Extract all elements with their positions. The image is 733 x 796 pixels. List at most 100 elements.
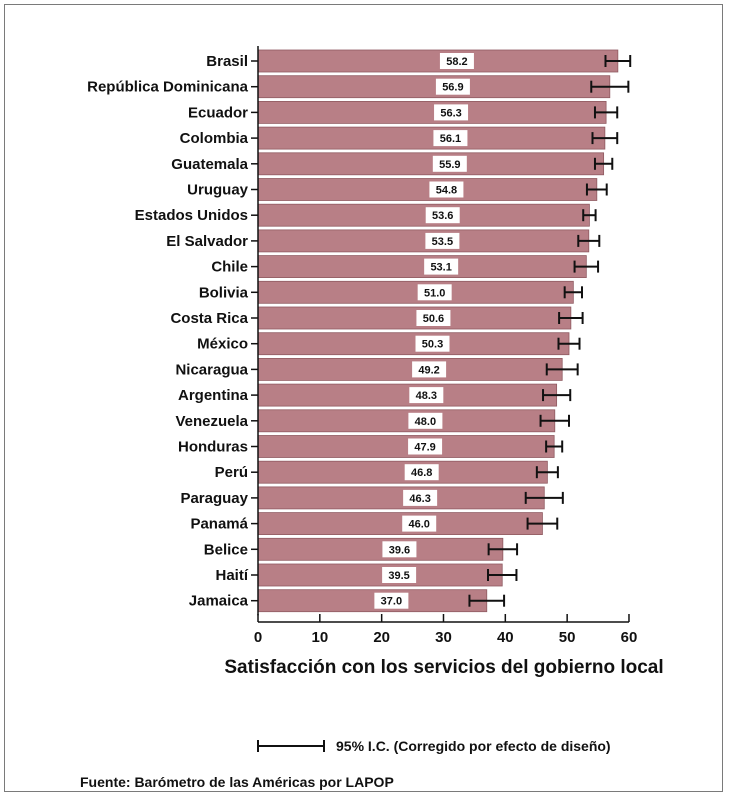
bar [257, 255, 587, 279]
x-axis-label: Satisfacción con los servicios del gobie… [224, 657, 663, 678]
bar [257, 357, 563, 381]
bar [257, 383, 558, 407]
value-label-bg [425, 207, 460, 224]
category-label: Chile [211, 259, 248, 276]
value-label-bg [409, 387, 444, 404]
legend: 95% I.C. (Corregido por efecto de diseño… [257, 738, 611, 754]
category-label: Colombia [180, 130, 249, 147]
value-label-bg [402, 515, 437, 532]
value-label: 53.1 [430, 262, 451, 274]
bar [257, 512, 543, 535]
value-label: 56.1 [440, 133, 461, 145]
category-label: Venezuela [175, 413, 248, 430]
category-label: Brasil [206, 53, 248, 70]
value-label: 53.6 [432, 210, 453, 222]
bar [257, 537, 504, 561]
value-label-bg [433, 130, 468, 147]
value-label-bg [435, 78, 470, 95]
value-label-bg [416, 310, 451, 326]
value-label: 51.0 [424, 287, 445, 299]
bar [257, 332, 570, 356]
category-label: Perú [215, 464, 248, 481]
category-label: Panamá [190, 516, 248, 533]
x-axis: Brasil República Dominicana Ecuador Colombi… [87, 46, 637, 646]
value-label: 56.9 [442, 82, 463, 94]
value-label: 58.2 [446, 56, 467, 68]
bar [257, 178, 598, 201]
bar [257, 203, 590, 227]
category-label: El Salvador [166, 233, 248, 250]
x-tick-label: 40 [497, 629, 514, 646]
category-label: Belice [204, 541, 248, 558]
value-label-bg [412, 361, 447, 378]
category-label: Guatemala [171, 156, 248, 173]
category-label: Uruguay [187, 182, 249, 199]
bar [257, 229, 590, 253]
value-label-bg [434, 104, 469, 121]
value-label: 50.3 [422, 339, 443, 351]
legend-label: 95% I.C. (Corregido por efecto de diseño… [336, 738, 611, 754]
value-label: 48.0 [415, 416, 436, 428]
value-label-bg [417, 284, 452, 301]
value-label-bg [432, 155, 467, 172]
x-tick-label: 0 [254, 629, 262, 646]
category-label: Haití [215, 567, 248, 584]
value-label: 54.8 [436, 185, 457, 197]
value-label: 39.5 [388, 570, 409, 582]
category-label: Bolivia [199, 284, 249, 301]
x-tick-label: 10 [311, 629, 328, 646]
value-label: 46.0 [408, 519, 429, 531]
bar [257, 589, 488, 613]
value-label-bg [374, 592, 409, 609]
bar [257, 409, 556, 433]
category-label: Paraguay [180, 490, 248, 507]
value-label: 50.6 [423, 313, 444, 325]
value-label-bg [425, 232, 460, 249]
bar [257, 152, 605, 176]
value-label: 55.9 [439, 159, 460, 171]
value-label: 39.6 [389, 544, 410, 556]
source-note: Fuente: Barómetro de las Américas por LA… [80, 774, 394, 790]
value-label: 46.8 [411, 467, 432, 479]
value-label: 46.3 [409, 493, 430, 505]
value-label-bg [382, 541, 417, 558]
value-label-bg [408, 438, 443, 455]
bar [257, 563, 503, 587]
value-label-bg [424, 258, 459, 275]
category-label: Estados Unidos [135, 207, 248, 224]
bar [257, 280, 574, 304]
x-tick-label: 50 [559, 629, 576, 646]
category-label: Costa Rica [170, 310, 248, 327]
category-label: Jamaica [189, 593, 249, 610]
category-label: Ecuador [188, 104, 248, 121]
x-tick-label: 30 [435, 629, 452, 646]
category-label: Argentina [178, 387, 249, 404]
value-label: 47.9 [414, 442, 435, 454]
bar [257, 49, 619, 73]
bars-layer: 58.2 56.9 56.3 56.1 55.9 54.8 53.6 53.5 53.1 51.0… [257, 49, 632, 613]
value-label-bg [408, 412, 443, 429]
value-label: 37.0 [381, 596, 402, 608]
value-label-bg [439, 53, 474, 69]
category-label: República Dominicana [87, 79, 249, 96]
category-label: México [197, 336, 248, 353]
value-label: 49.2 [418, 364, 439, 376]
bar [257, 126, 606, 150]
bar [257, 306, 572, 330]
bar [257, 75, 611, 99]
bar [257, 101, 607, 124]
x-tick-label: 60 [621, 629, 638, 646]
value-label-bg [403, 489, 438, 506]
value-label: 56.3 [440, 107, 461, 119]
category-label: Nicaragua [175, 361, 248, 378]
value-label: 53.5 [432, 236, 453, 248]
value-label: 48.3 [416, 390, 437, 402]
value-label-bg [404, 464, 439, 481]
value-label-bg [415, 335, 450, 352]
value-label-bg [382, 567, 417, 583]
bar [257, 435, 555, 458]
category-label: Honduras [178, 439, 248, 456]
bar [257, 486, 545, 510]
x-tick-label: 20 [373, 629, 390, 646]
